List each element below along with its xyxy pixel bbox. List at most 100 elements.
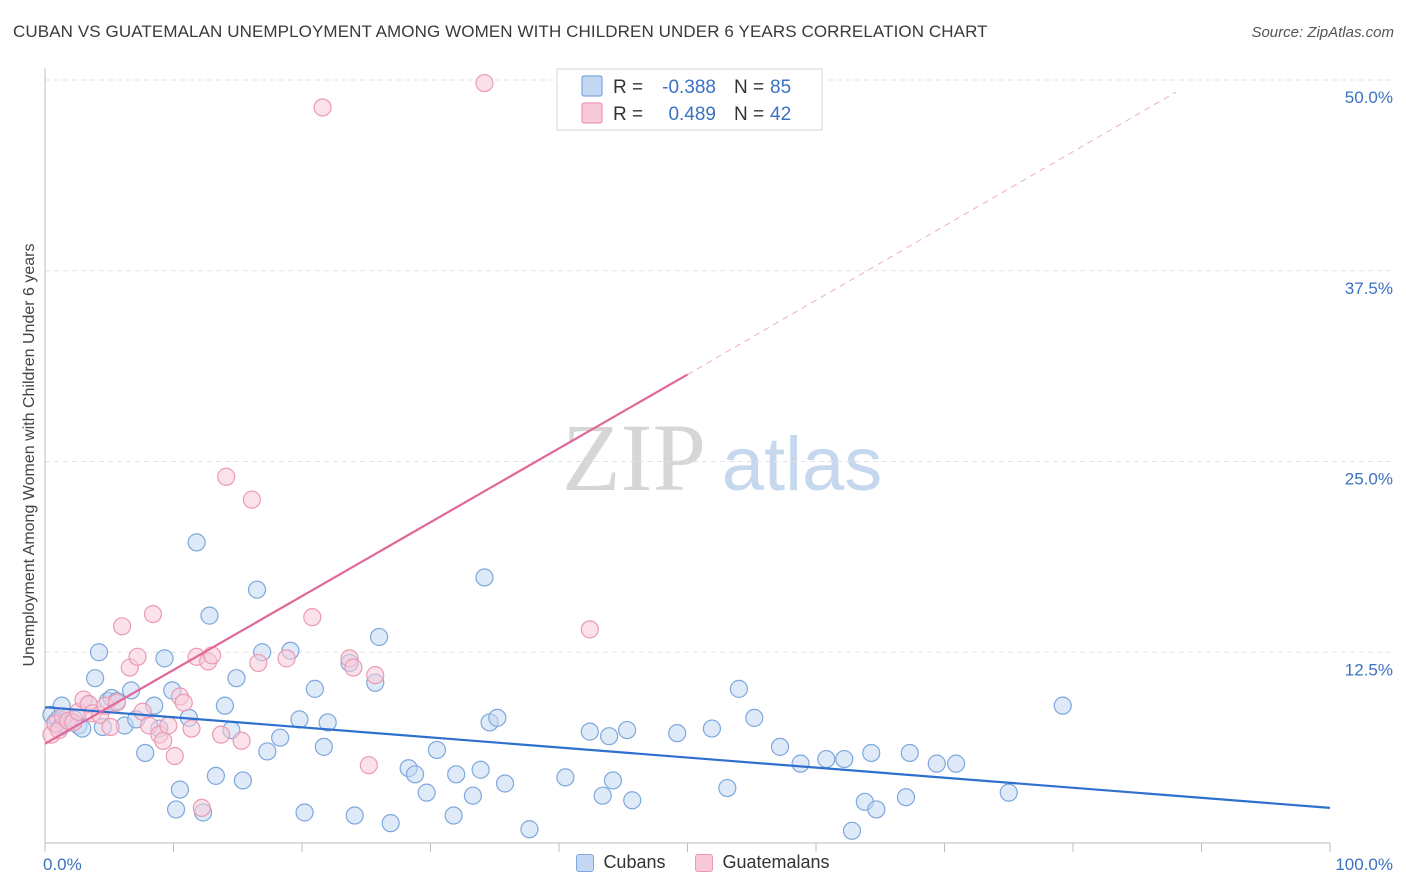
legend-swatch-guatemalans <box>581 102 603 124</box>
point-cubans-12 <box>86 669 105 688</box>
x-axis-tick-labels: 0.0% 100.0% <box>43 855 1393 874</box>
point-guatemalans-43 <box>475 73 494 93</box>
point-cubans-39 <box>258 742 277 761</box>
series-cubans-points <box>42 533 1072 840</box>
series-legend: Cubans Guatemalans <box>0 852 1406 873</box>
point-guatemalans-32 <box>217 467 236 486</box>
trendline-guatemalans-extension <box>687 91 1177 375</box>
point-cubans-87 <box>927 754 946 773</box>
point-guatemalans-40 <box>344 658 363 677</box>
point-cubans-83 <box>862 743 881 763</box>
x-tick-label-1: 100.0% <box>1335 855 1393 874</box>
point-cubans-85 <box>896 788 916 807</box>
point-guatemalans-28 <box>192 798 211 818</box>
legend-n-value-guatemalans: 42 <box>770 104 791 125</box>
point-cubans-84 <box>867 800 886 819</box>
trendlines <box>44 91 1331 809</box>
point-guatemalans-44 <box>580 620 599 639</box>
point-cubans-63 <box>495 774 515 793</box>
point-cubans-67 <box>593 786 612 805</box>
point-guatemalans-14 <box>112 617 132 636</box>
point-cubans-90 <box>1053 696 1072 715</box>
point-cubans-62 <box>488 708 507 727</box>
legend-label-guatemalans: Guatemalans <box>722 852 830 872</box>
point-cubans-56 <box>444 806 463 825</box>
legend-n-value-cubans: 85 <box>770 77 791 98</box>
point-cubans-31 <box>200 606 219 625</box>
point-cubans-88 <box>946 754 966 773</box>
legend-r-value-cubans: -0.388 <box>662 77 716 98</box>
point-cubans-21 <box>136 743 155 763</box>
point-guatemalans-22 <box>159 716 178 735</box>
point-cubans-37 <box>247 580 267 599</box>
point-guatemalans-19 <box>143 604 163 624</box>
point-cubans-70 <box>618 720 637 740</box>
chart-title: CUBAN VS GUATEMALAN UNEMPLOYMENT AMONG W… <box>13 22 988 41</box>
legend-swatch-cubans-bottom <box>576 853 595 872</box>
point-cubans-65 <box>556 768 575 787</box>
point-cubans-53 <box>405 765 425 784</box>
point-cubans-79 <box>817 749 836 769</box>
point-cubans-57 <box>447 765 466 784</box>
point-cubans-72 <box>668 724 687 743</box>
y-axis-tick-labels: 12.5% 25.0% 37.5% 50.0% <box>1345 88 1393 679</box>
gridlines <box>45 79 1392 653</box>
point-cubans-55 <box>427 740 447 760</box>
correlation-legend: R = -0.388 N = 85 R = 0.489 N = 42 <box>556 68 823 131</box>
point-cubans-68 <box>600 727 619 746</box>
x-axis-ticks <box>44 843 1331 852</box>
point-cubans-42 <box>290 710 309 729</box>
point-guatemalans-31 <box>211 725 231 744</box>
y-tick-label-0: 12.5% <box>1345 660 1393 679</box>
series-guatemalans-points <box>42 73 599 818</box>
point-guatemalans-30 <box>202 646 222 665</box>
point-cubans-74 <box>718 778 737 798</box>
point-guatemalans-12 <box>101 717 120 737</box>
point-cubans-40 <box>271 728 290 747</box>
point-cubans-44 <box>305 679 324 698</box>
point-cubans-43 <box>295 803 314 822</box>
zipatlas-watermark: ZIP atlas <box>562 404 882 511</box>
point-guatemalans-42 <box>366 666 385 685</box>
legend-label-cubans: Cubans <box>603 852 666 872</box>
point-guatemalans-34 <box>242 490 261 509</box>
point-cubans-50 <box>370 627 389 647</box>
point-guatemalans-38 <box>313 98 332 117</box>
point-cubans-80 <box>835 749 854 769</box>
point-cubans-51 <box>381 814 400 833</box>
legend-swatch-cubans <box>581 75 603 97</box>
point-cubans-32 <box>206 766 226 785</box>
point-cubans-59 <box>471 760 490 779</box>
point-cubans-73 <box>702 719 722 738</box>
y-tick-label-2: 37.5% <box>1345 279 1393 298</box>
legend-r-label-guatemalans: R = <box>613 104 643 125</box>
point-cubans-24 <box>155 649 174 668</box>
point-guatemalans-16 <box>128 647 147 666</box>
point-cubans-45 <box>314 737 333 756</box>
point-guatemalans-41 <box>359 756 378 775</box>
point-cubans-26 <box>166 800 186 819</box>
point-cubans-86 <box>900 743 919 763</box>
chart-source: Source: ZipAtlas.com <box>1251 24 1394 41</box>
point-cubans-75 <box>729 679 749 698</box>
point-cubans-48 <box>345 806 364 825</box>
point-cubans-69 <box>603 771 623 790</box>
point-cubans-71 <box>623 791 642 810</box>
legend-item-guatemalans[interactable]: Guatemalans <box>695 852 830 873</box>
point-guatemalans-36 <box>277 649 296 668</box>
point-cubans-33 <box>215 696 234 715</box>
legend-swatch-guatemalans-bottom <box>695 853 714 872</box>
legend-n-label-cubans: N = <box>734 77 764 98</box>
point-cubans-58 <box>463 786 483 805</box>
point-cubans-76 <box>745 708 764 727</box>
legend-r-label-cubans: R = <box>613 77 643 98</box>
point-cubans-29 <box>187 533 206 552</box>
point-guatemalans-37 <box>303 608 322 627</box>
point-cubans-60 <box>475 568 494 587</box>
legend-item-cubans[interactable]: Cubans <box>576 852 665 873</box>
point-cubans-13 <box>89 643 109 662</box>
trendline-cubans <box>44 706 1331 809</box>
watermark-zip: ZIP <box>562 404 706 511</box>
point-guatemalans-21 <box>154 731 173 750</box>
